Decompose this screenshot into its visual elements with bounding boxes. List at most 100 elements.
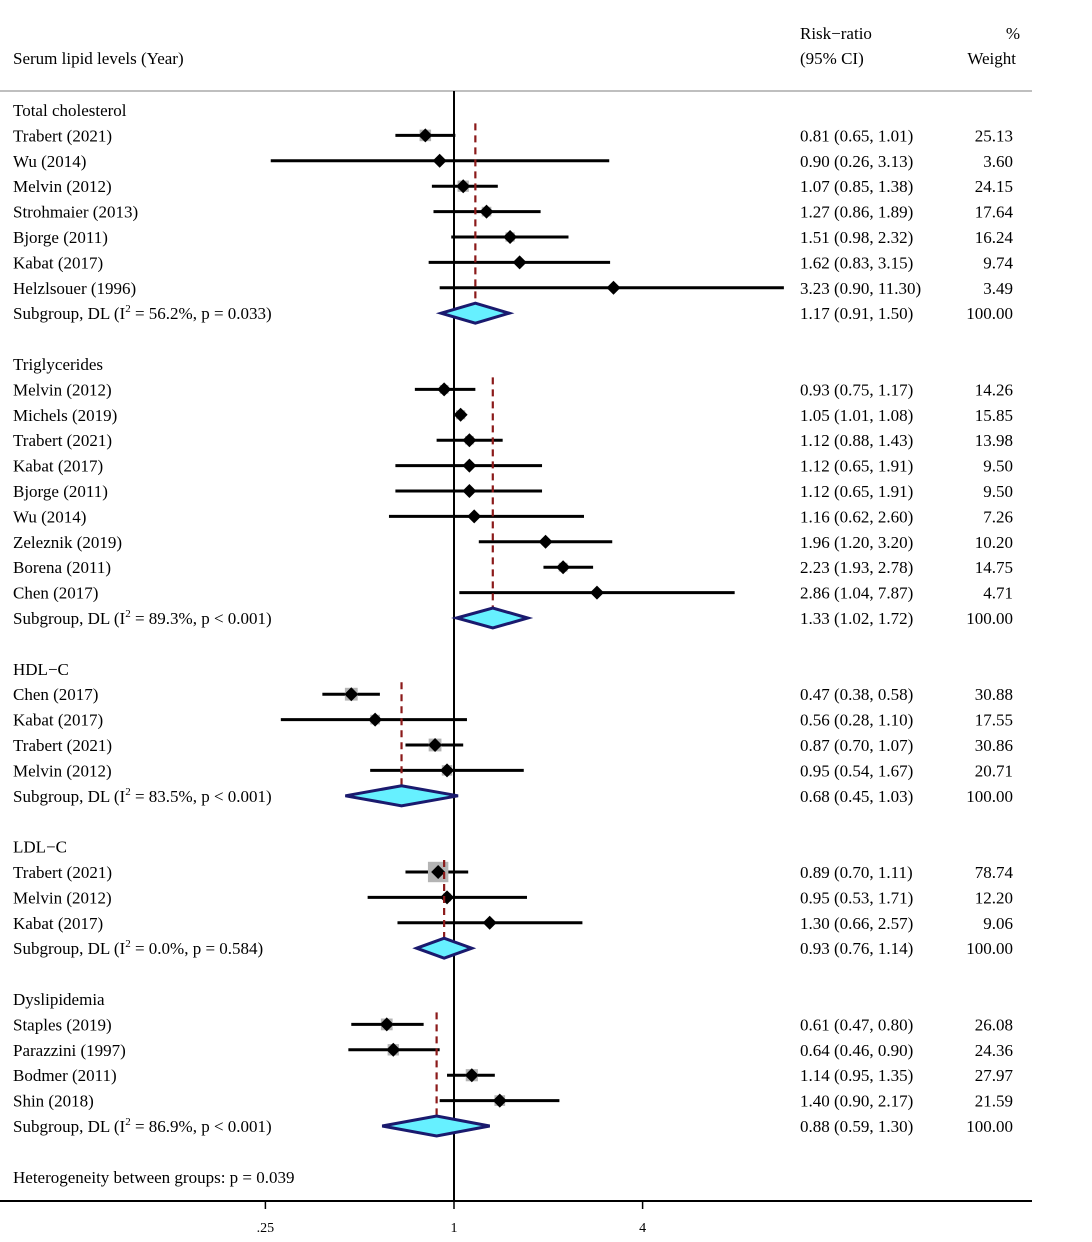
subgroup-weight-value: 100.00 xyxy=(966,609,1013,628)
study-label: Kabat (2017) xyxy=(13,457,103,476)
subgroup-diamond xyxy=(451,606,534,630)
study-weight-value: 27.97 xyxy=(975,1066,1014,1085)
study-label: Parazzini (1997) xyxy=(13,1041,126,1060)
subgroup-label: Subgroup, DL (I2 = 56.2%, p = 0.033) xyxy=(13,303,272,323)
study-point-estimate xyxy=(432,153,447,168)
study-label: Bjorge (2011) xyxy=(13,482,108,501)
study-label: Chen (2017) xyxy=(13,584,98,603)
study-weight-value: 16.24 xyxy=(975,228,1014,247)
study-ci-value: 1.51 (0.98, 2.32) xyxy=(800,228,913,247)
header-weight-label: Weight xyxy=(967,49,1016,68)
study-ci-value: 1.96 (1.20, 3.20) xyxy=(800,533,913,552)
study-point-estimate xyxy=(503,230,518,244)
subgroup-weight-value: 100.00 xyxy=(966,787,1013,806)
study-label: Kabat (2017) xyxy=(13,711,103,730)
study-label: Wu (2014) xyxy=(13,507,86,526)
study-ci-value: 0.95 (0.53, 1.71) xyxy=(800,888,913,907)
study-point-estimate xyxy=(462,458,477,473)
study-point-estimate xyxy=(431,865,446,879)
subgroup-label-superscript: 2 xyxy=(125,303,131,315)
subgroup-weight-value: 100.00 xyxy=(966,1117,1013,1136)
study-ci-value: 2.23 (1.93, 2.78) xyxy=(800,558,913,577)
study-weight-value: 3.60 xyxy=(983,152,1013,171)
subgroup-label-superscript: 2 xyxy=(125,608,131,620)
study-point-estimate xyxy=(368,712,383,727)
subgroup-weight-value: 100.00 xyxy=(966,939,1013,958)
study-ci-value: 0.64 (0.46, 0.90) xyxy=(800,1041,913,1060)
study-weight-value: 9.74 xyxy=(983,253,1013,272)
subgroup-label-prefix: Subgroup, DL (I xyxy=(13,1117,126,1136)
study-label: Strohmaier (2013) xyxy=(13,203,138,222)
study-label: Michels (2019) xyxy=(13,406,117,425)
study-ci-value: 1.62 (0.83, 3.15) xyxy=(800,253,913,272)
subgroup-diamond xyxy=(345,784,459,808)
study-point-estimate xyxy=(462,433,477,448)
study-point-estimate xyxy=(428,738,443,752)
study-point-estimate xyxy=(437,382,452,397)
study-weight-value: 14.75 xyxy=(975,558,1013,577)
study-weight-value: 17.55 xyxy=(975,711,1013,730)
study-point-estimate xyxy=(386,1042,401,1057)
study-weight-value: 9.50 xyxy=(983,482,1013,501)
subgroup-ci-value: 1.17 (0.91, 1.50) xyxy=(800,304,913,323)
subgroup-label-superscript: 2 xyxy=(125,938,131,950)
study-weight-value: 26.08 xyxy=(975,1015,1013,1034)
study-label: Trabert (2021) xyxy=(13,863,112,882)
study-weight-value: 4.71 xyxy=(983,584,1013,603)
study-ci-value: 0.93 (0.75, 1.17) xyxy=(800,380,913,399)
study-ci-value: 0.81 (0.65, 1.01) xyxy=(800,126,913,145)
study-label: Helzlsouer (1996) xyxy=(13,279,136,298)
subgroup-label-suffix: = 86.9%, p < 0.001) xyxy=(131,1117,272,1136)
study-point-estimate xyxy=(379,1017,394,1032)
study-point-estimate xyxy=(418,128,433,143)
subgroup-label: Subgroup, DL (I2 = 0.0%, p = 0.584) xyxy=(13,938,263,958)
study-weight-value: 20.71 xyxy=(975,761,1013,780)
study-ci-value: 1.27 (0.86, 1.89) xyxy=(800,203,913,222)
x-axis-tick-label: 4 xyxy=(639,1221,646,1236)
study-ci-value: 1.12 (0.65, 1.91) xyxy=(800,457,913,476)
study-label: Trabert (2021) xyxy=(13,126,112,145)
study-label: Melvin (2012) xyxy=(13,888,112,907)
study-point-estimate xyxy=(512,255,527,270)
study-point-estimate xyxy=(440,763,455,778)
study-point-estimate xyxy=(492,1093,507,1108)
study-label: Melvin (2012) xyxy=(13,177,112,196)
footer-heterogeneity: Heterogeneity between groups: p = 0.039 xyxy=(13,1168,295,1187)
study-ci-value: 0.90 (0.26, 3.13) xyxy=(800,152,913,171)
plot-marks: Total cholesterol Trabert (2021) 0.81 (0.6… xyxy=(13,91,1014,1201)
x-axis-tick-label: .25 xyxy=(257,1221,275,1236)
study-label: Melvin (2012) xyxy=(13,380,112,399)
subgroup-label-suffix: = 83.5%, p < 0.001) xyxy=(131,787,272,806)
study-weight-value: 9.50 xyxy=(983,457,1013,476)
subgroup-label-prefix: Subgroup, DL (I xyxy=(13,939,126,958)
subgroup-label-superscript: 2 xyxy=(125,1116,131,1128)
study-ci-value: 0.61 (0.47, 0.80) xyxy=(800,1015,913,1034)
study-label: Bjorge (2011) xyxy=(13,228,108,247)
study-weight-value: 21.59 xyxy=(975,1092,1013,1111)
group-header: Total cholesterol xyxy=(13,101,127,120)
study-point-estimate xyxy=(479,204,494,219)
header-study-label: Serum lipid levels (Year) xyxy=(13,49,184,68)
study-ci-value: 0.47 (0.38, 0.58) xyxy=(800,685,913,704)
subgroup-ci-value: 0.93 (0.76, 1.14) xyxy=(800,939,913,958)
study-weight-value: 10.20 xyxy=(975,533,1013,552)
study-label: Kabat (2017) xyxy=(13,914,103,933)
study-point-estimate xyxy=(538,534,553,549)
study-point-estimate xyxy=(464,1068,479,1083)
subgroup-label-superscript: 2 xyxy=(125,786,131,798)
subgroup-label: Subgroup, DL (I2 = 83.5%, p < 0.001) xyxy=(13,786,272,806)
subgroup-label-prefix: Subgroup, DL (I xyxy=(13,787,126,806)
study-ci-value: 0.87 (0.70, 1.07) xyxy=(800,736,913,755)
study-weight-value: 24.36 xyxy=(975,1041,1013,1060)
subgroup-diamond xyxy=(381,1114,490,1138)
study-label: Kabat (2017) xyxy=(13,253,103,272)
study-weight-value: 13.98 xyxy=(975,431,1013,450)
study-ci-value: 1.05 (1.01, 1.08) xyxy=(800,406,913,425)
header-percent-label: % xyxy=(1006,24,1020,43)
study-label: Staples (2019) xyxy=(13,1015,112,1034)
study-weight-value: 14.26 xyxy=(975,380,1013,399)
study-ci-value: 1.12 (0.88, 1.43) xyxy=(800,431,913,450)
study-weight-value: 30.88 xyxy=(975,685,1013,704)
study-point-estimate xyxy=(556,560,571,575)
